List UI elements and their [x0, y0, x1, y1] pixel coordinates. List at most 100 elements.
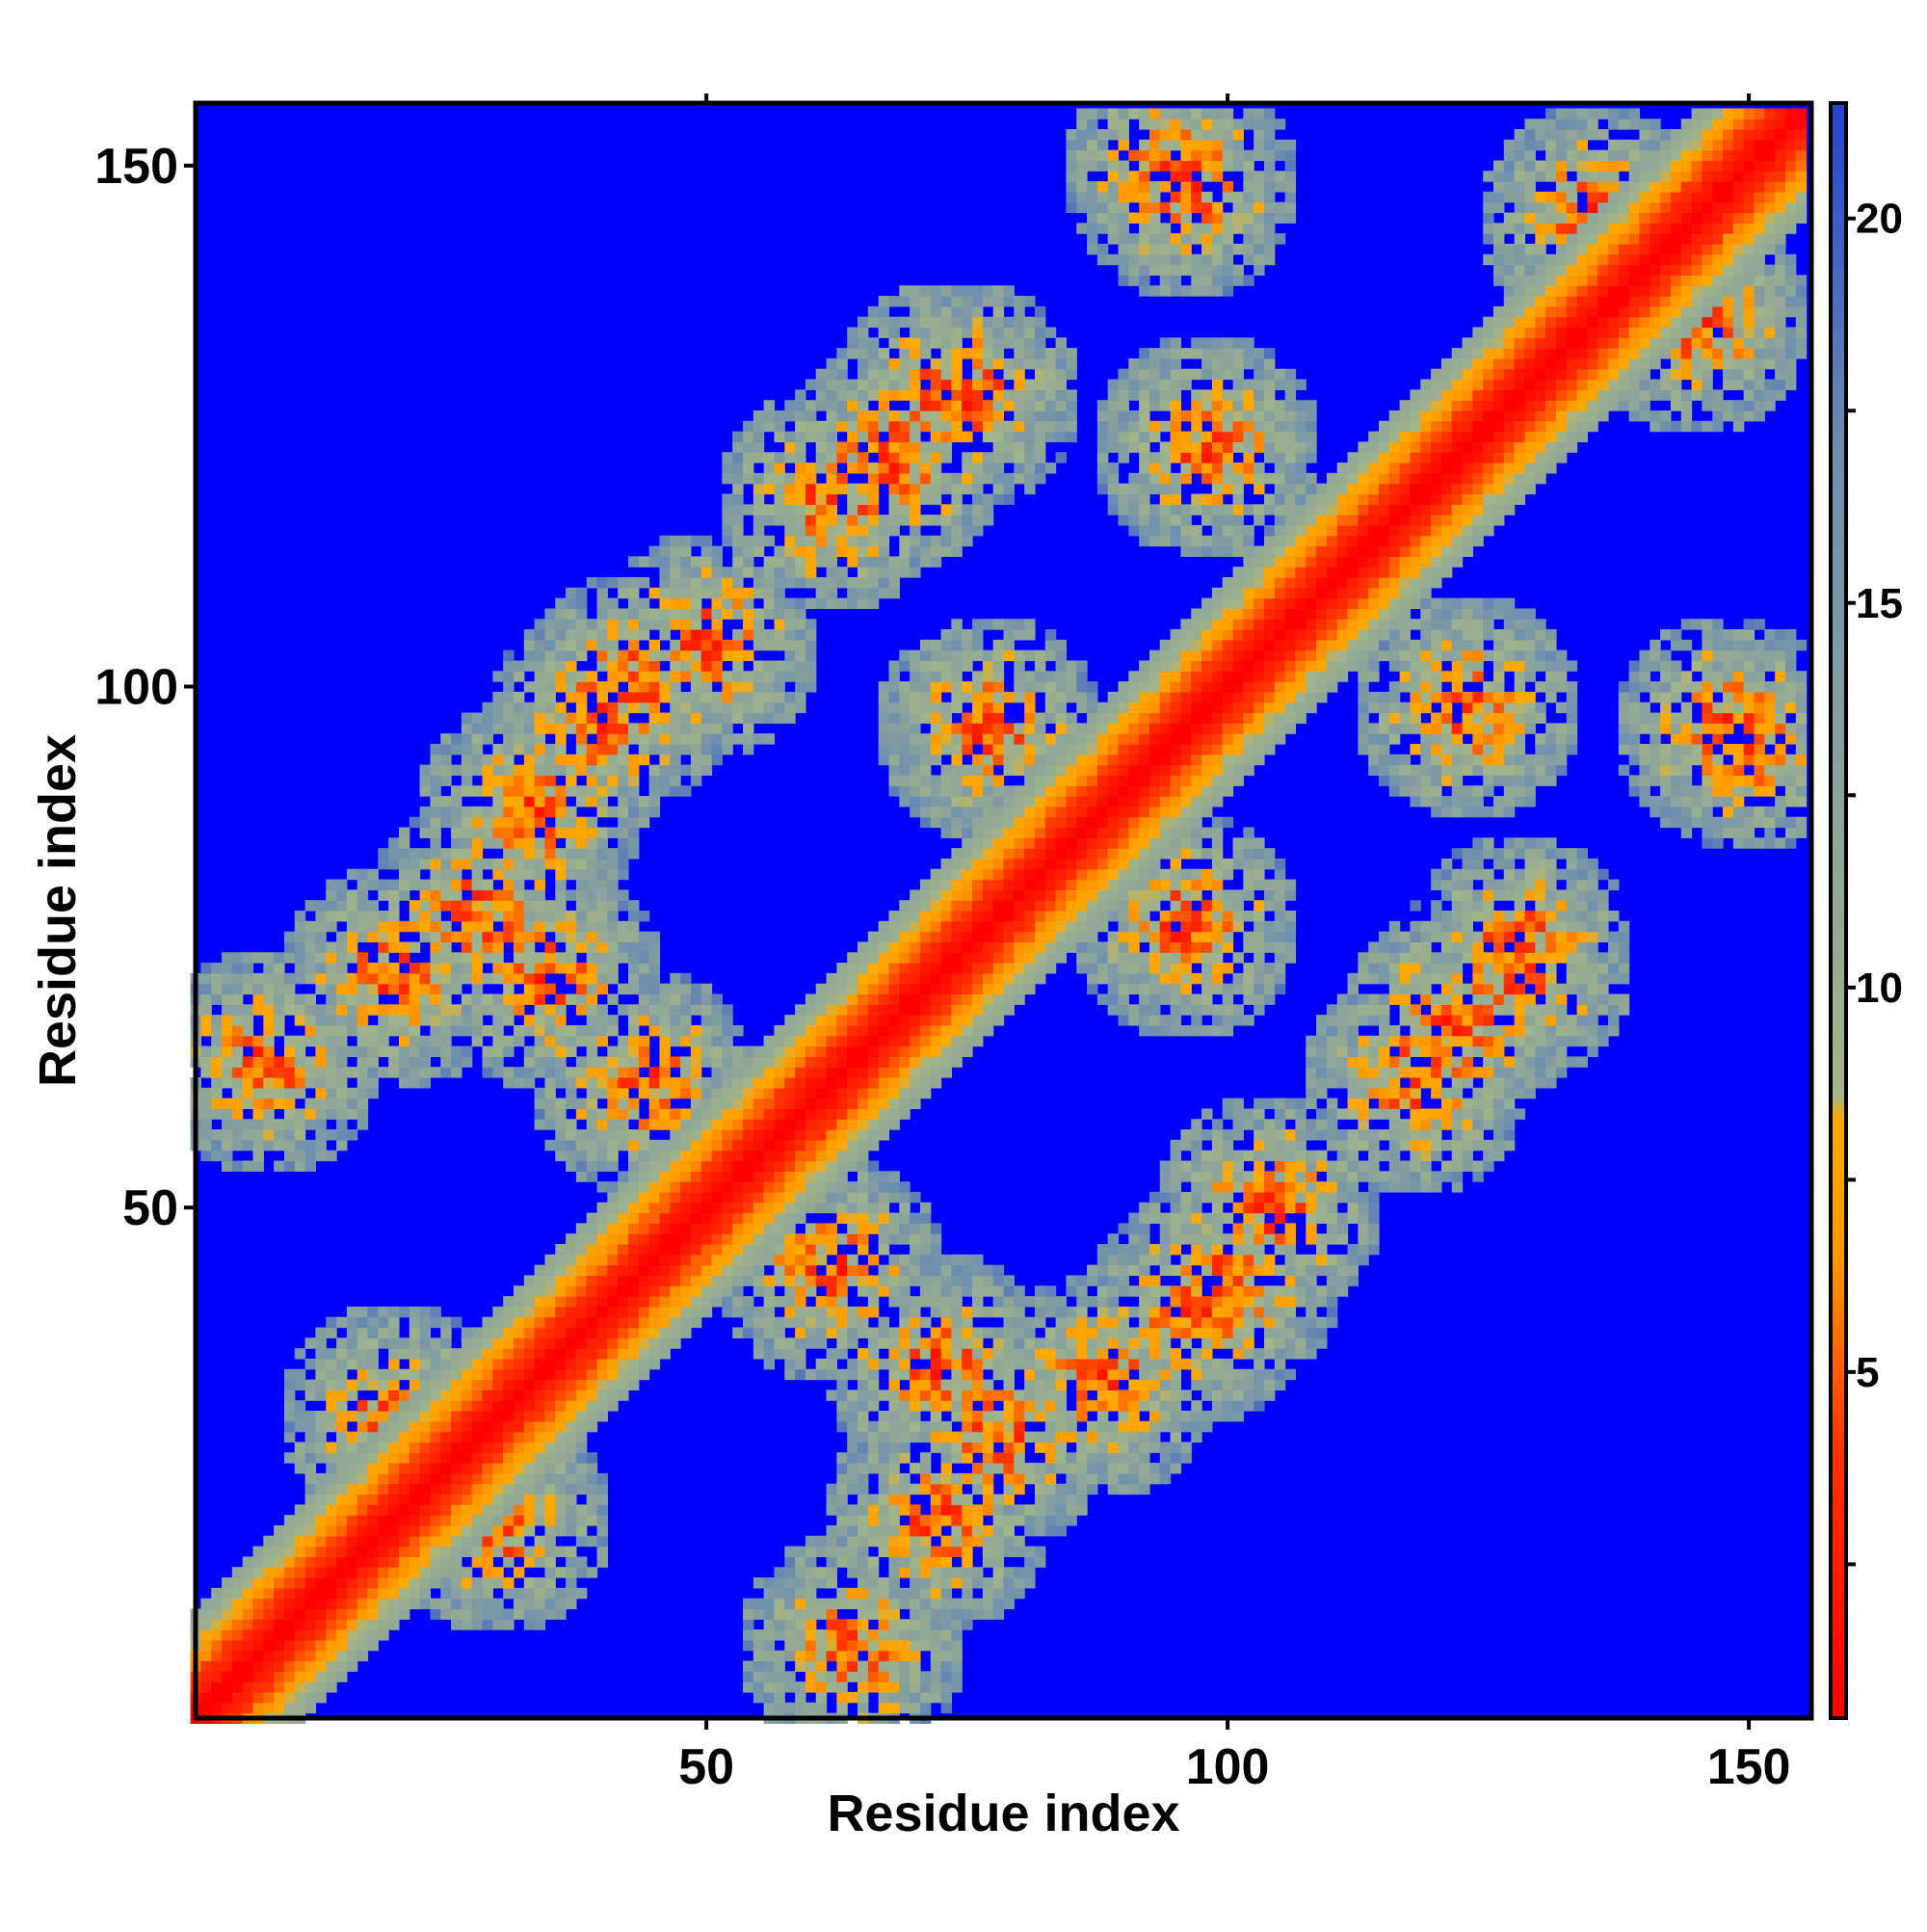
heatmap-cell — [858, 463, 869, 474]
heatmap-cell — [795, 463, 806, 474]
heatmap-cell — [930, 1275, 942, 1286]
heatmap-cell — [888, 712, 900, 724]
heatmap-cell — [815, 556, 828, 568]
heatmap-cell — [930, 1639, 942, 1652]
heatmap-cell — [388, 1494, 400, 1505]
heatmap-cell — [919, 911, 932, 922]
heatmap-cell — [430, 1306, 441, 1318]
heatmap-cell — [815, 1077, 828, 1089]
heatmap-cell — [919, 764, 932, 777]
heatmap-cell — [867, 1223, 880, 1234]
heatmap-cell — [575, 1254, 588, 1266]
heatmap-cell — [878, 420, 890, 433]
heatmap-cell — [618, 587, 629, 599]
heatmap-cell — [534, 1296, 546, 1308]
heatmap-cell — [378, 952, 389, 964]
heatmap-cell — [805, 619, 817, 630]
heatmap-cell — [503, 1379, 515, 1390]
heatmap-cell — [492, 796, 504, 807]
heatmap-cell — [888, 1452, 900, 1464]
heatmap-cell — [962, 785, 973, 797]
heatmap-cell — [722, 1171, 733, 1182]
heatmap-cell — [836, 597, 848, 610]
heatmap-cell — [471, 1348, 484, 1360]
heatmap-cell — [774, 1119, 785, 1130]
heatmap-cell — [440, 1348, 452, 1360]
heatmap-cell — [722, 1035, 733, 1047]
heatmap-cell — [200, 1129, 212, 1141]
heatmap-cell — [670, 764, 681, 777]
heatmap-cell — [356, 1087, 369, 1099]
heatmap-cell — [419, 1420, 432, 1433]
heatmap-cell — [523, 972, 536, 985]
heatmap-cell — [628, 806, 640, 818]
heatmap-cell — [461, 1452, 473, 1464]
heatmap-cell — [586, 1483, 598, 1495]
heatmap-cell — [878, 1024, 890, 1037]
heatmap-cell — [586, 1567, 598, 1578]
heatmap-cell — [826, 1275, 837, 1286]
heatmap-cell — [784, 515, 796, 526]
heatmap-cell — [566, 911, 577, 922]
heatmap-cell — [618, 1098, 629, 1110]
heatmap-cell — [315, 1619, 327, 1630]
heatmap-cell — [888, 1639, 900, 1652]
heatmap-cell — [648, 1202, 661, 1214]
heatmap-cell — [575, 1129, 588, 1141]
heatmap-cell — [513, 952, 525, 964]
heatmap-cell — [263, 1035, 275, 1047]
heatmap-cell — [899, 649, 911, 662]
heatmap-cell — [638, 931, 650, 943]
heatmap-cell — [596, 754, 608, 766]
heatmap-cell — [200, 1015, 212, 1026]
heatmap-cell — [930, 743, 942, 755]
heatmap-cell — [586, 1129, 598, 1141]
heatmap-cell — [867, 379, 880, 390]
heatmap-cell — [575, 1306, 588, 1318]
heatmap-cell — [523, 1431, 536, 1443]
heatmap-cell — [492, 1524, 504, 1537]
heatmap-cell — [899, 785, 911, 797]
heatmap-cell — [586, 952, 598, 964]
heatmap-cell — [867, 1119, 880, 1130]
heatmap-cell — [930, 410, 942, 422]
heatmap-cell — [294, 1442, 306, 1453]
heatmap-cell — [596, 1483, 608, 1495]
heatmap-cell — [962, 389, 973, 401]
heatmap-cell — [743, 587, 754, 599]
heatmap-cell — [222, 1067, 233, 1078]
heatmap-cell — [315, 1379, 327, 1390]
heatmap-cell — [805, 1598, 817, 1610]
heatmap-cell — [826, 1171, 837, 1182]
heatmap-cell — [648, 1285, 661, 1297]
heatmap-cell — [826, 379, 837, 390]
heatmap-cell — [878, 1483, 890, 1495]
heatmap-cell — [346, 1577, 358, 1589]
heatmap-cell — [940, 285, 952, 297]
heatmap-cell — [513, 848, 525, 860]
heatmap-cell — [356, 1035, 369, 1047]
heatmap-cell — [784, 597, 796, 610]
heatmap-cell — [743, 1598, 754, 1610]
heatmap-cell — [752, 1629, 765, 1641]
heatmap-cell — [336, 900, 348, 912]
heatmap-cell — [461, 963, 473, 974]
heatmap-cell — [962, 889, 973, 901]
heatmap-cell — [722, 733, 733, 745]
heatmap-cell — [471, 1379, 484, 1390]
heatmap-cell — [326, 1045, 337, 1057]
heatmap-cell — [607, 963, 619, 974]
heatmap-cell — [513, 1368, 525, 1381]
heatmap-cell — [680, 1056, 692, 1068]
heatmap-cell — [711, 712, 723, 724]
heatmap-cell — [388, 920, 400, 933]
heatmap-cell — [763, 1098, 776, 1110]
heatmap-cell — [482, 764, 493, 777]
heatmap-cell — [858, 1535, 869, 1548]
heatmap-cell — [867, 1368, 880, 1381]
heatmap-cell — [836, 348, 848, 359]
heatmap-cell — [858, 1077, 869, 1089]
heatmap-cell — [586, 1494, 598, 1505]
heatmap-cell — [743, 1275, 754, 1286]
heatmap-cell — [659, 1035, 671, 1047]
